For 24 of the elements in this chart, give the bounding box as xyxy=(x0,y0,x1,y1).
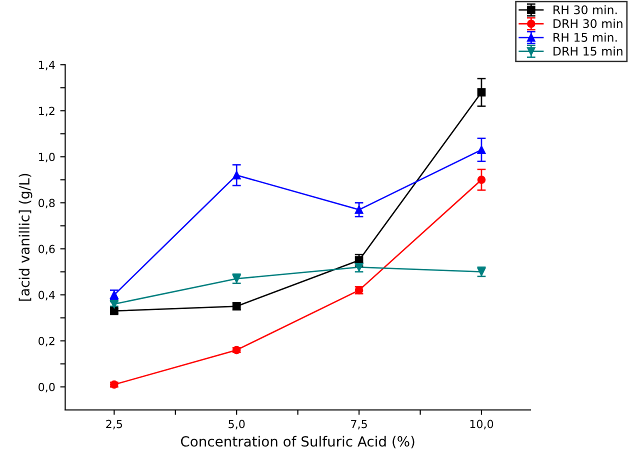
y-tick-label: 0,0 xyxy=(38,382,55,392)
y-tick-label: 0,6 xyxy=(38,244,55,254)
point xyxy=(354,206,364,214)
x-tick-label: 10,0 xyxy=(470,420,494,430)
point xyxy=(477,146,486,154)
legend-label: DRH 30 min xyxy=(554,18,622,28)
y-tick-label: 1,2 xyxy=(39,106,54,116)
x-axis-title: Concentration of Sulfuric Acid (%) xyxy=(180,436,414,448)
point xyxy=(232,171,241,180)
y-axis-title: [acid vanillic] (g/L) xyxy=(18,174,32,301)
legend-label: DRH 15 min xyxy=(554,46,622,56)
point xyxy=(110,306,118,316)
y-tick-label: 1,0 xyxy=(39,152,55,162)
x-tick-label: 5,0 xyxy=(228,420,245,430)
y-tick-label: 1,4 xyxy=(39,60,55,70)
legend-label: RH 15 min. xyxy=(554,32,617,42)
point xyxy=(477,88,486,96)
x-tick-label: 7,5 xyxy=(351,420,367,430)
x-tick-label: 2,5 xyxy=(106,420,122,430)
point xyxy=(477,176,486,184)
y-tick-label: 0,2 xyxy=(38,336,54,346)
y-tick-label: 0,8 xyxy=(38,198,55,208)
legend-label: RH 30 min. xyxy=(554,5,617,14)
y-tick-label: 0,4 xyxy=(38,290,55,300)
